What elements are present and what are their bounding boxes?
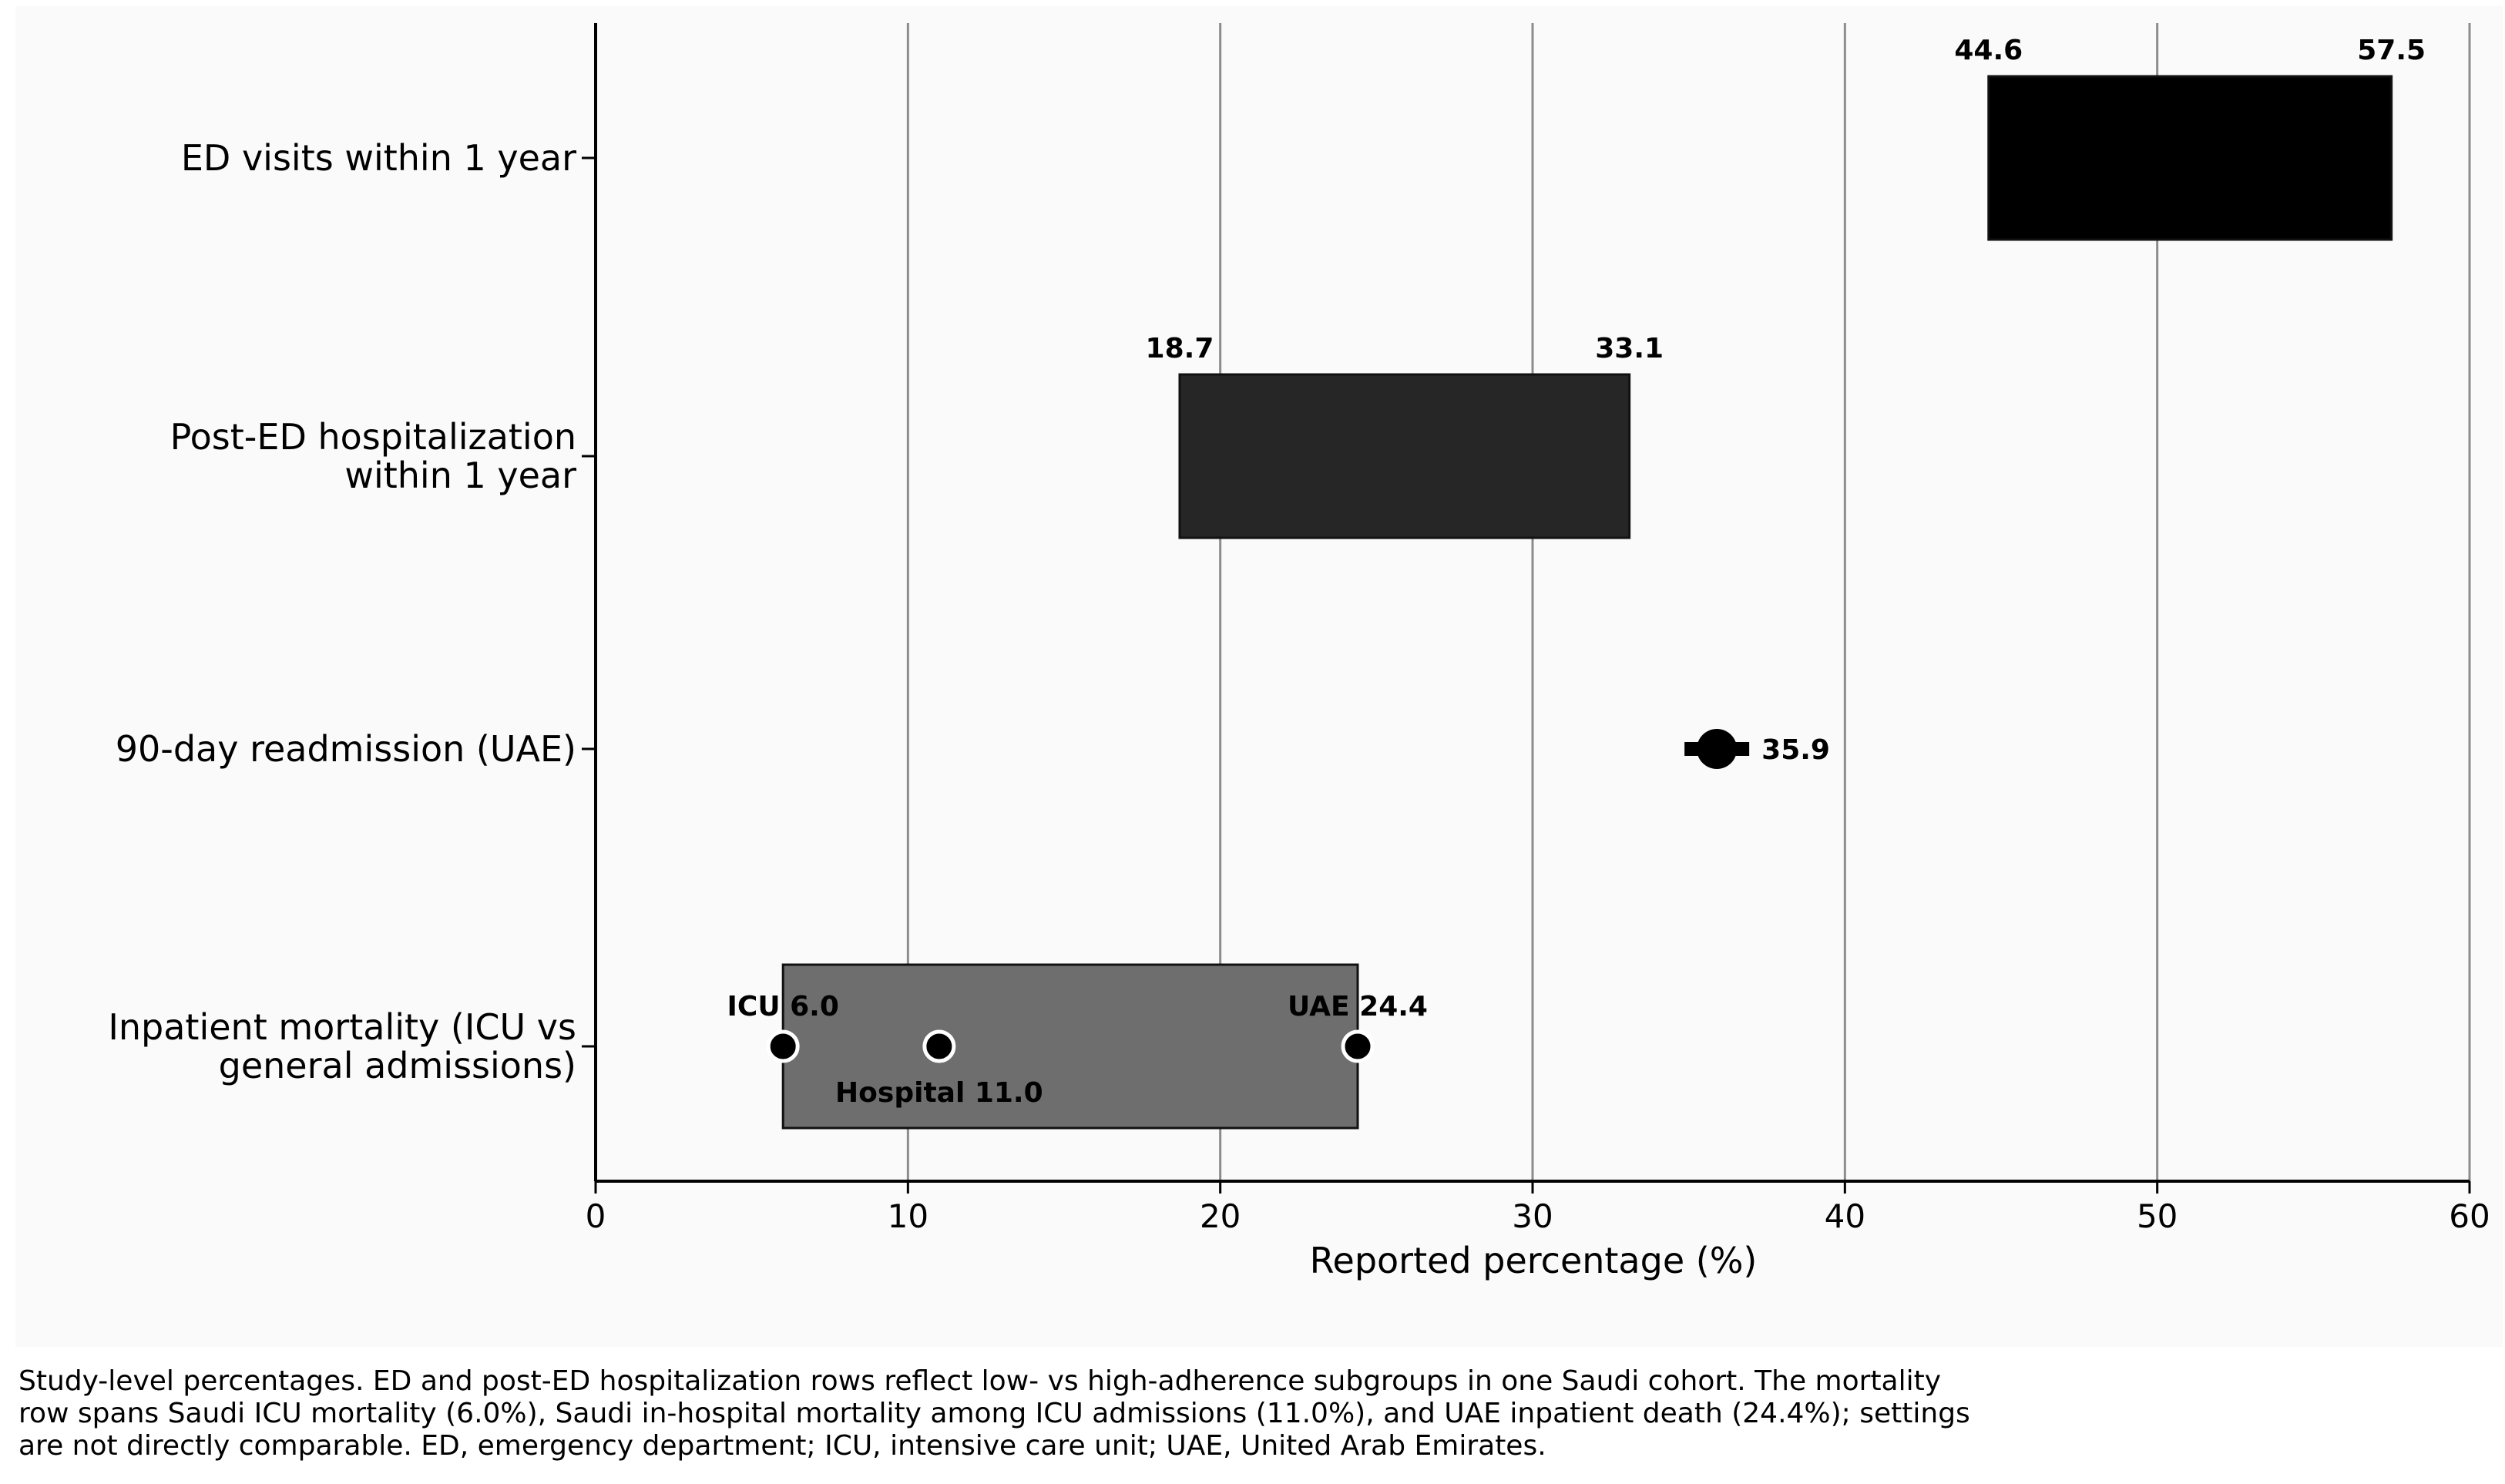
- data-point: [766, 1029, 800, 1063]
- chart-marks: 44.6 57.5 18.7 33.1 35.9 ICU 6.0 Hospital 11.0…: [727, 35, 2426, 1130]
- x-tick-label: 30: [1512, 1197, 1553, 1235]
- x-tick-label: 60: [2449, 1197, 2490, 1235]
- x-tick-label: 20: [1200, 1197, 1241, 1235]
- y-tick-label: Post-ED hospitalization: [170, 416, 576, 458]
- y-tick-label: general admissions): [219, 1045, 576, 1086]
- data-label: 35.9: [1761, 734, 1830, 766]
- x-tick-label: 0: [586, 1197, 606, 1235]
- data-point: [1341, 1029, 1375, 1063]
- x-tick-label: 50: [2137, 1197, 2178, 1235]
- point-label: Hospital 11.0: [835, 1077, 1043, 1109]
- data-label: 18.7: [1146, 333, 1214, 364]
- x-axis-title: Reported percentage (%): [1310, 1240, 1758, 1281]
- data-point: [922, 1029, 956, 1063]
- y-tick-label: within 1 year: [344, 455, 576, 496]
- range-bar: [1178, 373, 1631, 539]
- y-tick-label: 90-day readmission (UAE): [116, 728, 576, 770]
- data-label: 57.5: [2357, 35, 2426, 66]
- data-label: 44.6: [1954, 35, 2023, 66]
- range-bar: [781, 963, 1359, 1130]
- x-tick-label: 10: [888, 1197, 928, 1235]
- axes: ED visits within 1 year Post-ED hospitali…: [108, 23, 2490, 1235]
- y-tick-label: ED visits within 1 year: [181, 137, 576, 179]
- point-label: ICU 6.0: [727, 991, 839, 1022]
- data-point: [1697, 729, 1738, 769]
- figure-caption: Study-level percentages. ED and post-ED …: [18, 1365, 1970, 1462]
- y-tick-label: Inpatient mortality (ICU vs: [108, 1006, 576, 1048]
- x-tick-label: 40: [1825, 1197, 1865, 1235]
- data-label: 33.1: [1595, 333, 1664, 364]
- range-bar: [1987, 75, 2393, 241]
- point-label: UAE 24.4: [1288, 991, 1428, 1022]
